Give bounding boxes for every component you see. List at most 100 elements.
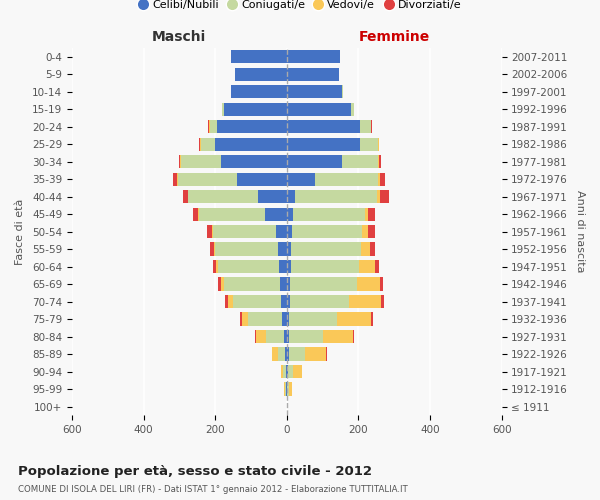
Bar <box>295 190 377 203</box>
Bar <box>179 155 181 168</box>
Bar <box>210 120 217 133</box>
Bar <box>353 330 354 343</box>
Y-axis label: Anni di nascita: Anni di nascita <box>575 190 585 273</box>
Bar <box>183 190 188 203</box>
Bar <box>287 155 342 168</box>
Bar <box>378 138 379 150</box>
Bar <box>240 312 242 326</box>
Bar <box>231 85 287 98</box>
Bar <box>377 190 380 203</box>
Bar <box>286 382 287 396</box>
Bar <box>342 155 378 168</box>
Bar <box>279 260 287 273</box>
Bar <box>368 225 375 238</box>
Bar <box>356 278 380 290</box>
Bar <box>278 242 287 256</box>
Bar <box>215 242 278 256</box>
Bar <box>368 208 375 220</box>
Bar <box>173 172 177 186</box>
Bar <box>221 278 224 290</box>
Bar <box>292 225 362 238</box>
Bar <box>177 172 178 186</box>
Bar <box>242 312 248 326</box>
Bar <box>235 68 287 80</box>
Bar <box>289 330 323 343</box>
Bar <box>287 208 293 220</box>
Bar <box>378 172 380 186</box>
Bar <box>287 330 289 343</box>
Bar <box>285 382 286 396</box>
Bar <box>222 102 224 116</box>
Bar <box>287 278 290 290</box>
Bar <box>287 242 291 256</box>
Bar <box>326 348 327 360</box>
Bar <box>287 365 288 378</box>
Bar <box>371 312 373 326</box>
Bar <box>236 172 287 186</box>
Bar <box>214 225 276 238</box>
Bar <box>360 120 371 133</box>
Bar <box>218 260 279 273</box>
Bar <box>207 225 212 238</box>
Bar <box>216 260 218 273</box>
Bar <box>290 295 349 308</box>
Legend: Celibi/Nubili, Coniugati/e, Vedovi/e, Divorziati/e: Celibi/Nubili, Coniugati/e, Vedovi/e, Di… <box>134 0 466 14</box>
Bar <box>224 278 280 290</box>
Bar <box>265 208 287 220</box>
Bar <box>281 295 287 308</box>
Bar <box>231 50 287 63</box>
Bar <box>291 260 359 273</box>
Bar <box>287 120 360 133</box>
Bar <box>288 365 293 378</box>
Bar <box>278 348 285 360</box>
Bar <box>266 330 284 343</box>
Bar <box>287 312 289 326</box>
Bar <box>362 225 368 238</box>
Bar <box>285 348 287 360</box>
Bar <box>230 85 231 98</box>
Bar <box>380 190 389 203</box>
Bar <box>316 172 378 186</box>
Bar <box>199 208 265 220</box>
Bar <box>233 295 281 308</box>
Bar <box>221 155 287 168</box>
Bar <box>210 242 214 256</box>
Bar <box>258 190 287 203</box>
Bar <box>284 382 285 396</box>
Bar <box>359 260 375 273</box>
Bar <box>323 330 353 343</box>
Bar <box>287 260 291 273</box>
Bar <box>283 365 286 378</box>
Bar <box>370 242 375 256</box>
Bar <box>214 242 215 256</box>
Bar <box>193 208 199 220</box>
Bar <box>342 85 343 98</box>
Bar <box>276 225 287 238</box>
Bar <box>217 120 287 133</box>
Bar <box>287 225 292 238</box>
Bar <box>287 348 289 360</box>
Bar <box>290 278 356 290</box>
Bar <box>381 295 384 308</box>
Bar <box>361 242 370 256</box>
Bar <box>287 102 351 116</box>
Bar <box>287 85 342 98</box>
Bar <box>208 120 209 133</box>
Bar <box>284 330 287 343</box>
Bar <box>287 68 338 80</box>
Bar <box>337 312 371 326</box>
Bar <box>293 208 365 220</box>
Bar <box>215 138 287 150</box>
Bar <box>287 382 289 396</box>
Bar <box>379 155 381 168</box>
Bar <box>289 382 292 396</box>
Bar <box>199 138 200 150</box>
Bar <box>212 260 216 273</box>
Bar <box>248 312 283 326</box>
Bar <box>281 365 283 378</box>
Bar <box>287 172 316 186</box>
Bar <box>212 225 214 238</box>
Text: Maschi: Maschi <box>152 30 206 44</box>
Bar <box>209 120 210 133</box>
Text: COMUNE DI ISOLA DEL LIRI (FR) - Dati ISTAT 1° gennaio 2012 - Elaborazione TUTTIT: COMUNE DI ISOLA DEL LIRI (FR) - Dati IST… <box>18 485 408 494</box>
